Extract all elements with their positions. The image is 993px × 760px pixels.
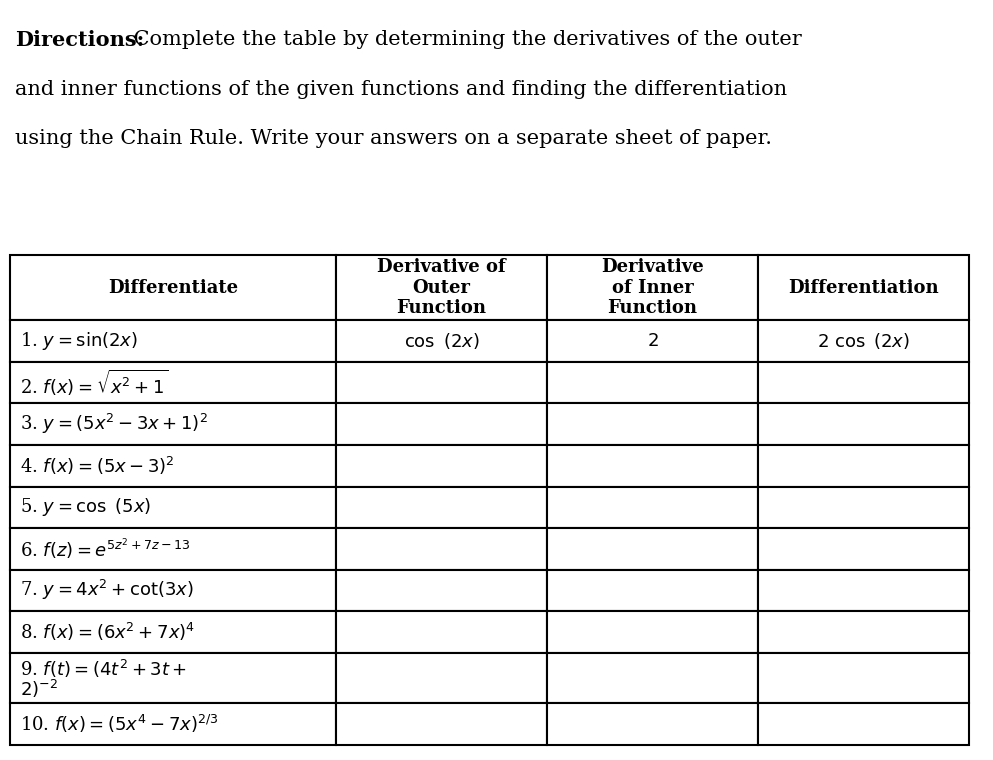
Bar <box>758 528 969 569</box>
Text: $\cos\ (2x)$: $\cos\ (2x)$ <box>404 331 480 351</box>
Bar <box>10 703 336 745</box>
Bar <box>547 653 758 703</box>
Bar <box>547 404 758 445</box>
Bar <box>547 321 758 362</box>
Bar <box>758 362 969 404</box>
Text: 9. $f(t) = (4t^2 + 3t +$: 9. $f(t) = (4t^2 + 3t +$ <box>20 658 187 680</box>
Bar <box>336 404 547 445</box>
Text: 10. $f(x) = (5x^4 - 7x)^{2/3}$: 10. $f(x) = (5x^4 - 7x)^{2/3}$ <box>20 713 218 735</box>
Text: using the Chain Rule. Write your answers on a separate sheet of paper.: using the Chain Rule. Write your answers… <box>15 129 772 148</box>
Text: 4. $f(x) = (5x - 3)^2$: 4. $f(x) = (5x - 3)^2$ <box>20 454 174 477</box>
Text: 8. $f(x) = (6x^2 + 7x)^4$: 8. $f(x) = (6x^2 + 7x)^4$ <box>20 621 195 643</box>
Text: $2$: $2$ <box>646 332 658 350</box>
Bar <box>336 653 547 703</box>
Bar <box>758 703 969 745</box>
Bar <box>758 445 969 486</box>
Bar <box>336 362 547 404</box>
Bar <box>758 569 969 611</box>
Bar <box>547 486 758 528</box>
Bar <box>758 653 969 703</box>
Bar <box>547 445 758 486</box>
Bar <box>10 653 336 703</box>
Text: 2. $f(x) = \sqrt{x^2 + 1}$: 2. $f(x) = \sqrt{x^2 + 1}$ <box>20 368 168 397</box>
Bar <box>547 569 758 611</box>
Bar <box>10 362 336 404</box>
Bar <box>547 362 758 404</box>
Bar <box>336 528 547 569</box>
Bar <box>758 611 969 653</box>
Bar <box>758 255 969 321</box>
Text: 6. $f(z) = e^{5z^2+7z-13}$: 6. $f(z) = e^{5z^2+7z-13}$ <box>20 536 190 562</box>
Bar <box>758 404 969 445</box>
Text: 1. $y = \sin(2x)$: 1. $y = \sin(2x)$ <box>20 330 138 352</box>
Bar <box>10 321 336 362</box>
Bar <box>336 321 547 362</box>
Bar <box>547 611 758 653</box>
Text: and inner functions of the given functions and finding the differentiation: and inner functions of the given functio… <box>15 80 786 99</box>
Text: Differentiate: Differentiate <box>108 278 238 296</box>
Bar <box>10 404 336 445</box>
Bar <box>547 255 758 321</box>
Text: $2)^{-2}$: $2)^{-2}$ <box>20 678 58 700</box>
Text: Derivative of
Outer
Function: Derivative of Outer Function <box>377 258 505 318</box>
Bar <box>336 255 547 321</box>
Bar <box>758 321 969 362</box>
Bar <box>336 486 547 528</box>
Text: Differentiation: Differentiation <box>788 278 939 296</box>
Bar <box>547 528 758 569</box>
Text: Derivative
of Inner
Function: Derivative of Inner Function <box>601 258 704 318</box>
Text: 5. $y = \cos\ (5x)$: 5. $y = \cos\ (5x)$ <box>20 496 151 518</box>
Bar <box>758 486 969 528</box>
Bar <box>10 611 336 653</box>
Bar <box>10 486 336 528</box>
Bar <box>336 569 547 611</box>
Bar <box>10 569 336 611</box>
Bar <box>10 255 336 321</box>
Bar <box>336 703 547 745</box>
Text: $2\ \cos\ (2x)$: $2\ \cos\ (2x)$ <box>817 331 910 351</box>
Bar <box>10 528 336 569</box>
Text: 7. $y = 4x^2 + \cot(3x)$: 7. $y = 4x^2 + \cot(3x)$ <box>20 578 194 603</box>
Bar <box>336 445 547 486</box>
Text: Complete the table by determining the derivatives of the outer: Complete the table by determining the de… <box>127 30 802 49</box>
Text: Directions:: Directions: <box>15 30 144 50</box>
Text: 3. $y = (5x^2 - 3x + 1)^2$: 3. $y = (5x^2 - 3x + 1)^2$ <box>20 412 208 436</box>
Bar <box>336 611 547 653</box>
Bar <box>10 445 336 486</box>
Bar <box>547 703 758 745</box>
